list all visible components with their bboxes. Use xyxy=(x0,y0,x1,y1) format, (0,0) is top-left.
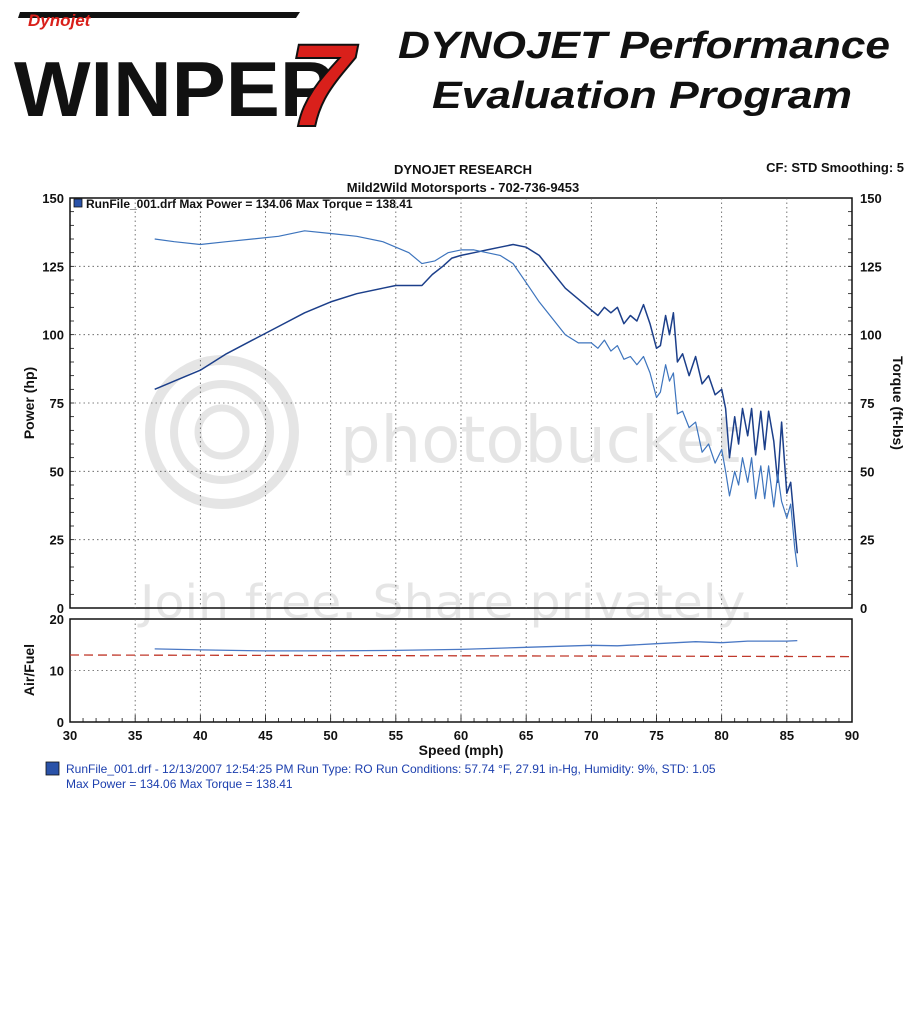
y-tick-label: 50 xyxy=(50,464,64,479)
x-tick-label: 70 xyxy=(584,728,598,743)
y2-tick-label: 0 xyxy=(860,601,867,616)
y-tick-label: 100 xyxy=(42,328,64,343)
main-grid xyxy=(70,198,852,608)
air-fuel-chart: 0 10 20 Air/Fuel xyxy=(21,612,853,730)
watermark-ring-mid xyxy=(170,380,274,484)
x-tick-label: 60 xyxy=(454,728,468,743)
y-axis-label-power: Power (hp) xyxy=(21,367,37,439)
y2-tick-label: 125 xyxy=(860,259,882,274)
y2-tick-label: 25 xyxy=(860,533,874,548)
dyno-power-torque-chart: 0 25 50 75 100 125 150 0 25 50 75 100 125 150 RunFile… xyxy=(21,191,906,616)
x-tick-label: 35 xyxy=(128,728,142,743)
watermark: photobucket Join free. Share privately. xyxy=(137,355,754,629)
y-axis-label-airfuel: Air/Fuel xyxy=(21,644,37,696)
torque-curve xyxy=(154,230,798,568)
winpep-logo: Dynojet WINPEP 7 xyxy=(14,11,360,153)
watermark-brand: photobucket xyxy=(340,404,740,478)
power-curve xyxy=(154,243,799,554)
watermark-ring-outer xyxy=(145,355,299,509)
y-tick-label: 25 xyxy=(50,533,64,548)
legend-swatch-footer xyxy=(45,761,60,776)
legend-swatch-inline xyxy=(73,198,83,208)
af-axis-ticks: 0 10 20 xyxy=(50,612,853,730)
watermark-tagline: Join free. Share privately. xyxy=(137,575,754,629)
legend-footer-line2: Max Power = 134.06 Max Torque = 138.41 xyxy=(66,777,293,791)
x-tick-label: 65 xyxy=(519,728,533,743)
x-axis-tick-labels: 30 35 40 45 50 55 60 65 70 75 80 85 90 xyxy=(63,728,859,743)
chart-company: DYNOJET RESEARCH xyxy=(394,162,532,177)
x-tick-label: 80 xyxy=(714,728,728,743)
watermark-ring-inner xyxy=(194,404,250,460)
af-grid xyxy=(70,619,852,722)
y-tick-label: 0 xyxy=(57,601,64,616)
af-target-line xyxy=(69,654,853,658)
af-series xyxy=(69,639,853,658)
af-y-tick-label: 10 xyxy=(50,664,64,679)
x-tick-label: 30 xyxy=(63,728,77,743)
af-y-tick-label: 20 xyxy=(50,612,64,627)
y-tick-label: 125 xyxy=(42,259,64,274)
x-tick-label: 90 xyxy=(845,728,859,743)
y2-tick-label: 50 xyxy=(860,464,874,479)
x-tick-label: 50 xyxy=(323,728,337,743)
y2-tick-label: 100 xyxy=(860,328,882,343)
chart-settings: CF: STD Smoothing: 5 xyxy=(766,160,904,175)
main-series xyxy=(154,230,799,568)
header-title-line2: Evaluation Program xyxy=(432,75,852,117)
x-tick-label: 85 xyxy=(780,728,794,743)
header-title-line1: DYNOJET Performance xyxy=(398,25,890,67)
y2-tick-label: 75 xyxy=(860,396,874,411)
y-tick-label: 150 xyxy=(42,191,64,206)
logo-brand-small: Dynojet xyxy=(28,11,92,30)
x-tick-label: 40 xyxy=(193,728,207,743)
y2-axis-label-torque: Torque (ft-lbs) xyxy=(890,356,906,450)
x-tick-label: 75 xyxy=(649,728,663,743)
logo-top-bar xyxy=(18,12,300,18)
x-tick-label: 55 xyxy=(389,728,403,743)
logo-version: 7 xyxy=(288,20,359,152)
chart-shop: Mild2Wild Motorsports - 702-736-9453 xyxy=(347,180,580,195)
main-axis-ticks: 0 25 50 75 100 125 150 0 25 50 75 100 125 150 xyxy=(42,191,881,616)
y-tick-label: 75 xyxy=(50,396,64,411)
x-tick-label: 45 xyxy=(258,728,272,743)
legend-footer-line1: RunFile_001.drf - 12/13/2007 12:54:25 PM… xyxy=(66,762,716,776)
x-axis-label: Speed (mph) xyxy=(419,742,504,758)
af-curve xyxy=(154,639,798,652)
logo-brand-main: WINPEP xyxy=(14,45,334,133)
legend-inline: RunFile_001.drf Max Power = 134.06 Max T… xyxy=(86,197,413,211)
y2-tick-label: 150 xyxy=(860,191,882,206)
af-y-tick-label: 0 xyxy=(57,715,64,730)
